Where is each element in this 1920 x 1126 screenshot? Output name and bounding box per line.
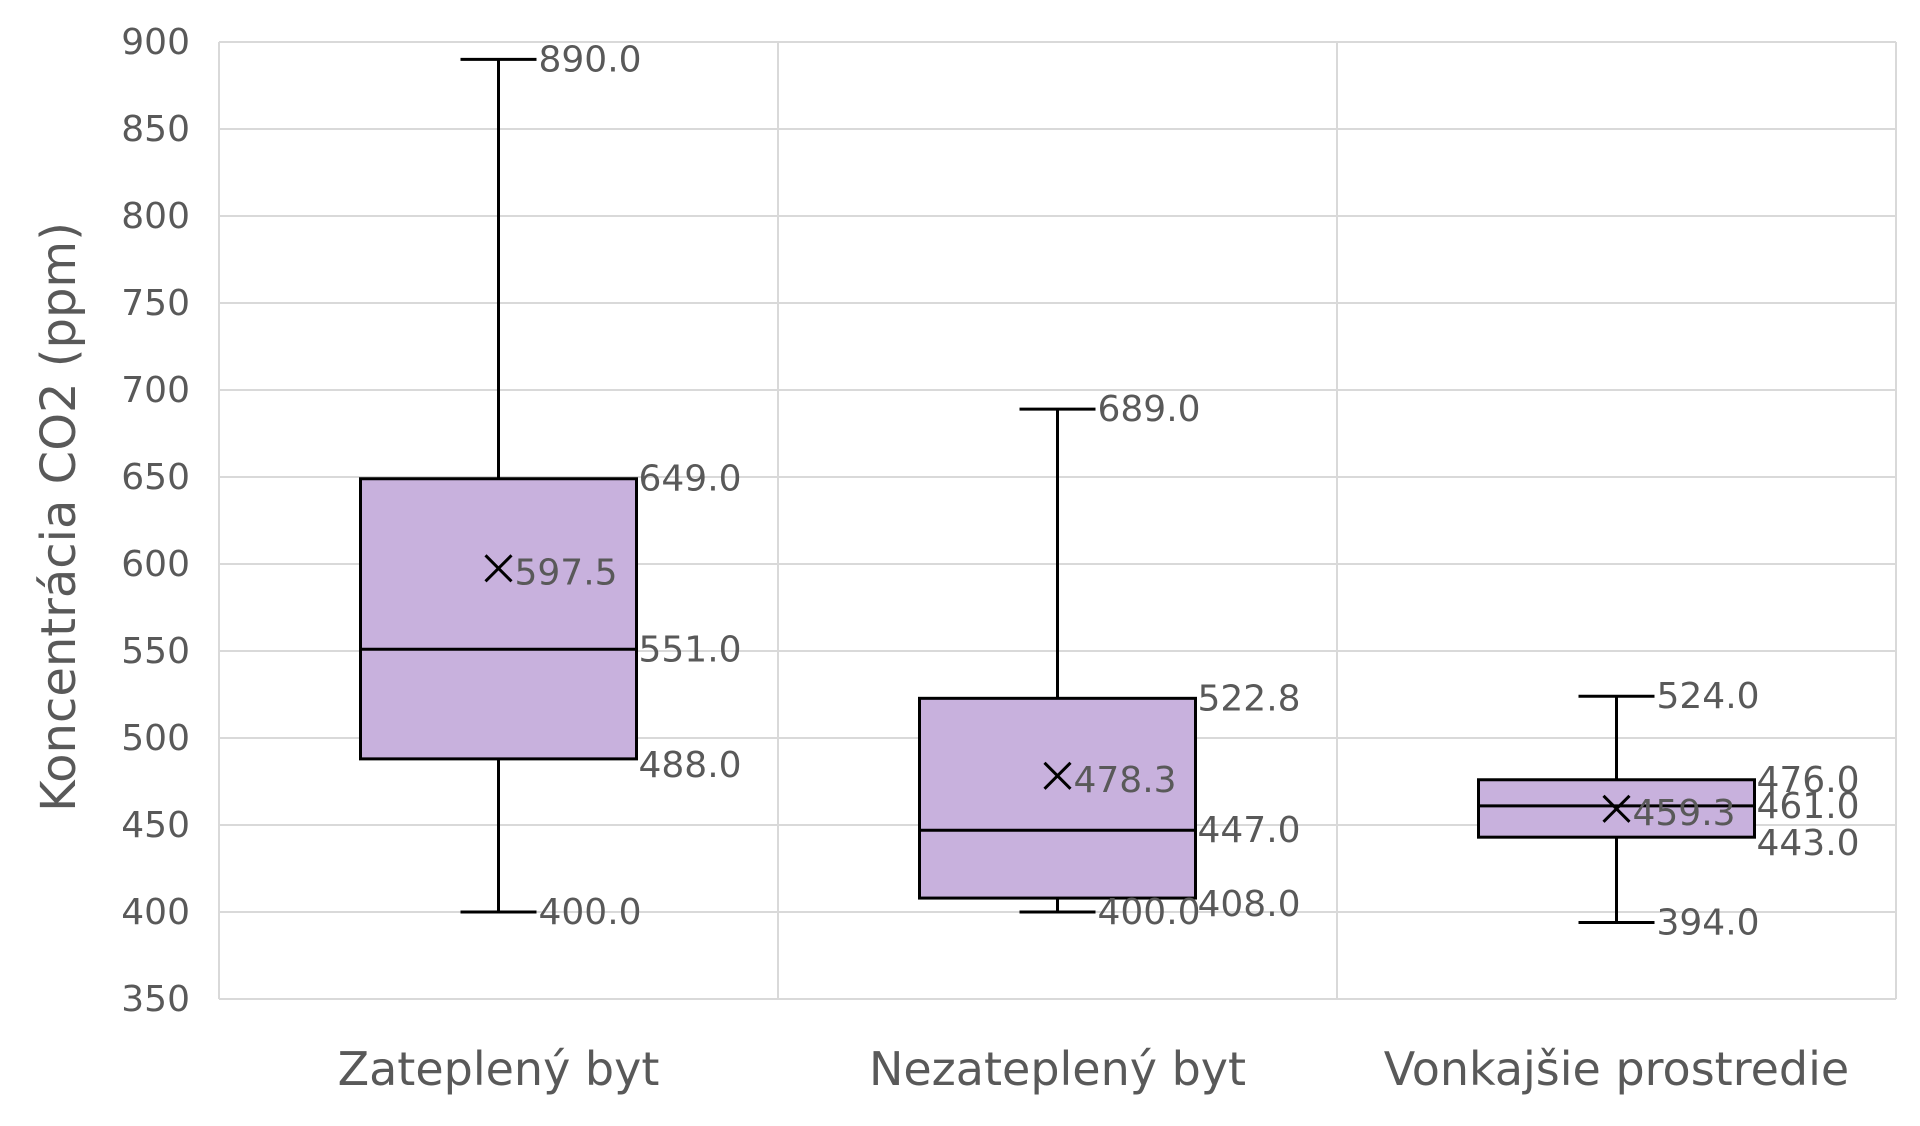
category-label: Zateplený byt	[338, 1042, 660, 1096]
data-label-q3: 649.0	[639, 459, 742, 500]
data-label-median: 447.0	[1198, 810, 1301, 851]
mean-marker	[1602, 794, 1631, 823]
y-tick-label: 500	[121, 718, 190, 759]
data-labels: 890.0 400.0 649.0 551.0 488.0 597.5 689.0 400.0…	[515, 39, 1860, 943]
boxes	[359, 57, 1756, 924]
mean-marker	[484, 554, 513, 583]
data-label-max: 524.0	[1657, 676, 1760, 717]
y-tick-label: 450	[121, 805, 190, 846]
y-tick-label: 900	[121, 22, 190, 63]
y-tick-label: 700	[121, 370, 190, 411]
iqr-box	[918, 696, 1197, 900]
data-label-mean: 597.5	[515, 552, 618, 593]
data-label-q1: 488.0	[639, 745, 742, 786]
y-tick-label: 600	[121, 544, 190, 585]
x-axis-categories: Zateplený byt Nezateplený byt Vonkajšie pr…	[338, 1042, 1850, 1096]
mean-marker	[1043, 761, 1072, 790]
y-axis-ticks: 350 400 450 500 550 600 650 700 750 800 850 900	[121, 22, 190, 1020]
data-label-min: 400.0	[539, 892, 642, 933]
data-label-q1: 408.0	[1198, 884, 1301, 925]
data-label-min: 400.0	[1098, 892, 1201, 933]
data-label-q3: 476.0	[1757, 760, 1860, 801]
data-label-min: 394.0	[1657, 902, 1760, 943]
y-tick-label: 550	[121, 631, 190, 672]
y-tick-label: 650	[121, 457, 190, 498]
y-tick-label: 750	[121, 283, 190, 324]
y-tick-label: 800	[121, 196, 190, 237]
data-label-median: 461.0	[1757, 786, 1860, 827]
data-label-q1: 443.0	[1757, 823, 1860, 864]
data-label-max: 689.0	[1098, 389, 1201, 430]
y-tick-label: 850	[121, 109, 190, 150]
data-label-mean: 459.3	[1633, 793, 1736, 834]
y-tick-label: 400	[121, 892, 190, 933]
iqr-box	[359, 477, 638, 761]
data-label-q3: 522.8	[1198, 678, 1301, 719]
data-label-median: 551.0	[639, 629, 742, 670]
category-label: Vonkajšie prostredie	[1384, 1042, 1849, 1096]
data-label-max: 890.0	[539, 39, 642, 80]
y-axis-title: Koncentrácia CO2 (ppm)	[31, 222, 87, 812]
category-label: Nezateplený byt	[869, 1042, 1246, 1096]
data-label-mean: 478.3	[1074, 760, 1177, 801]
y-tick-label: 350	[121, 979, 190, 1020]
